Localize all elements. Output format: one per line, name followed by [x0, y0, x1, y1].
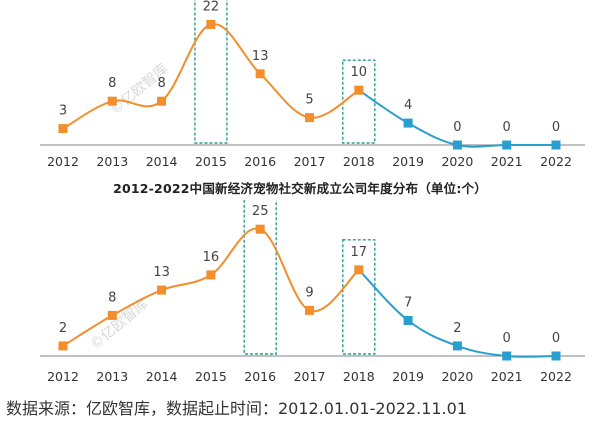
bottom-value-label-2013: 8 [108, 290, 116, 305]
top-tick-label-2021: 2021 [491, 154, 523, 169]
top-value-label-2022: 0 [552, 120, 560, 135]
top-marker-2014 [157, 96, 167, 106]
top-value-label-2018: 10 [351, 65, 368, 80]
bottom-marker-2018 [354, 265, 364, 275]
top-value-label-2020: 0 [453, 120, 461, 135]
bottom-highlight-box-2018 [342, 239, 376, 355]
bottom-marker-2016 [255, 224, 265, 234]
bottom-tick-label-2013: 2013 [96, 369, 128, 384]
bottom-tick-label-2018: 2018 [343, 369, 375, 384]
bottom-value-label-2015: 16 [203, 250, 220, 265]
bottom-tick-label-2021: 2021 [491, 369, 523, 384]
top-highlight-box-2018 [342, 59, 376, 144]
top-tick-label-2022: 2022 [540, 154, 572, 169]
top-marker-2021 [502, 140, 512, 150]
chart-bottom: ©亿欧智库 2 2012 8 2013 13 2014 16 2015 25 2016 9 2017 17… [0, 198, 600, 390]
data-source-note: 数据来源：亿欧智库，数据起止时间：2012.01.01-2022.11.01 [6, 399, 467, 418]
top-tick-label-2014: 2014 [146, 154, 178, 169]
bottom-value-label-2014: 13 [153, 265, 170, 280]
bottom-tick-label-2012: 2012 [47, 369, 79, 384]
bottom-tick-label-2016: 2016 [244, 369, 276, 384]
top-marker-2012 [58, 124, 68, 134]
top-marker-2016 [255, 69, 265, 79]
line-chart-bottom: ©亿欧智库22012820131320141620152520169201717… [40, 198, 585, 384]
bottom-tick-label-2020: 2020 [441, 369, 473, 384]
top-tick-label-2016: 2016 [244, 154, 276, 169]
top-value-label-2019: 4 [404, 98, 412, 113]
bottom-tick-label-2017: 2017 [294, 369, 326, 384]
top-marker-2013 [107, 96, 117, 106]
top-value-label-2014: 8 [157, 76, 165, 91]
top-marker-2019 [403, 118, 413, 128]
top-tick-label-2012: 2012 [47, 154, 79, 169]
chart-title: 2012-2022中国新经济宠物社交新成立公司年度分布（单位:个） [113, 181, 487, 196]
bottom-value-label-2018: 17 [351, 245, 368, 260]
top-marker-2022 [551, 140, 561, 150]
bottom-value-label-2020: 2 [453, 321, 461, 336]
bottom-tick-label-2019: 2019 [392, 369, 424, 384]
top-value-label-2017: 5 [305, 93, 313, 108]
chart-top: ©亿欧智库 3 2012 8 2013 8 2014 22 2015 13 2016 5 2017 10 2… [0, 0, 600, 180]
bottom-marker-2014 [157, 285, 167, 295]
bottom-marker-2022 [551, 351, 561, 361]
top-marker-2015 [206, 19, 216, 29]
top-marker-2020 [452, 140, 462, 150]
top-tick-label-2019: 2019 [392, 154, 424, 169]
bottom-marker-2019 [403, 316, 413, 325]
top-value-label-2021: 0 [503, 120, 511, 135]
top-value-label-2016: 13 [252, 49, 269, 64]
bottom-value-label-2022: 0 [552, 331, 560, 346]
bottom-value-label-2021: 0 [503, 331, 511, 346]
top-marker-2017 [305, 113, 314, 123]
bottom-marker-2012 [58, 341, 68, 351]
top-tick-label-2020: 2020 [441, 154, 473, 169]
bottom-value-label-2017: 9 [305, 285, 313, 300]
bottom-marker-2013 [107, 310, 117, 320]
top-tick-label-2015: 2015 [195, 154, 227, 169]
bottom-tick-label-2015: 2015 [195, 369, 227, 384]
bottom-marker-2015 [206, 270, 216, 280]
bottom-tick-label-2014: 2014 [146, 369, 178, 384]
top-highlight-box-2015 [194, 0, 228, 144]
bottom-marker-2017 [305, 305, 314, 315]
bottom-value-label-2016: 25 [252, 204, 269, 219]
bottom-tick-label-2022: 2022 [540, 369, 572, 384]
top-tick-label-2013: 2013 [96, 154, 128, 169]
top-tick-label-2018: 2018 [343, 154, 375, 169]
top-marker-2018 [354, 85, 364, 95]
bottom-marker-2021 [502, 351, 512, 361]
bottom-marker-2020 [452, 341, 462, 351]
top-line-blue [358, 89, 556, 148]
bottom-value-label-2019: 7 [404, 296, 412, 311]
top-value-label-2012: 3 [59, 104, 67, 119]
top-value-label-2015: 22 [203, 0, 220, 14]
bottom-value-label-2012: 2 [59, 321, 67, 336]
top-value-label-2013: 8 [108, 76, 116, 91]
bottom-highlight-box-2016 [243, 198, 277, 355]
top-tick-label-2017: 2017 [294, 154, 326, 169]
line-chart-top: ©亿欧智库32012820138201422201513201652017102… [40, 0, 585, 169]
